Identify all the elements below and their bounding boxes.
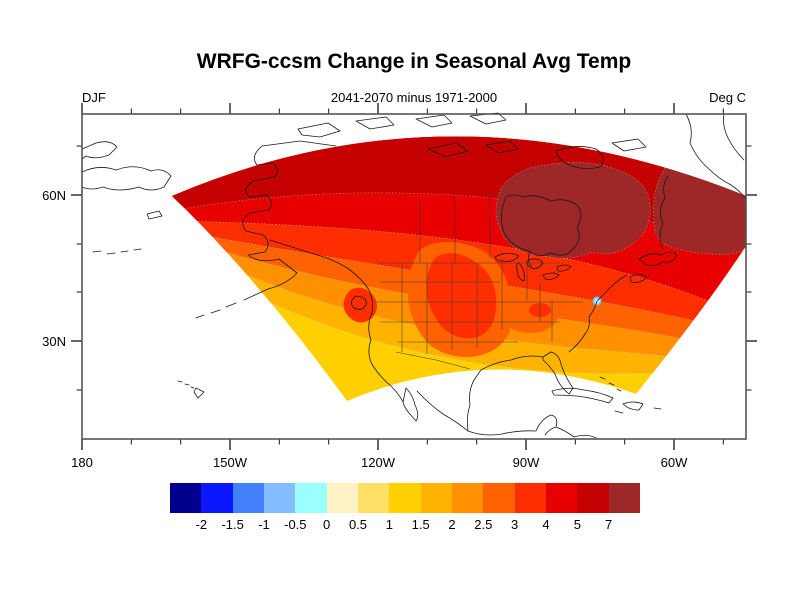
colorbar-cell — [263, 483, 296, 513]
colorbar-cell — [326, 483, 358, 513]
coast-great-lakes — [494, 252, 572, 282]
page-title: WRFG-ccsm Change in Seasonal Avg Temp — [196, 50, 632, 73]
coast-siberia — [81, 141, 172, 191]
coast-alaska — [242, 140, 337, 301]
colorbar-label: 0.5 — [348, 517, 368, 532]
colorbar-cell — [483, 483, 515, 513]
coast-east-us — [568, 274, 628, 353]
colorbar-label: 1.5 — [411, 517, 430, 532]
coast-hawaii — [177, 380, 205, 399]
x-tick-label: 150W — [213, 455, 247, 470]
subtitle-period: 2041-2070 minus 1971-2000 — [330, 90, 498, 105]
colorbar-label: 5 — [573, 517, 581, 532]
colorbar-cell — [451, 483, 484, 513]
x-tick-label: 90W — [512, 455, 540, 470]
colorbar-label: 7 — [605, 517, 613, 532]
colorbar-cell — [170, 483, 202, 513]
colorbar-labels: -2 -1.5 -1 -0.5 0 0.5 1 1.5 2 2.5 3 4 5 7 — [170, 517, 640, 533]
colorbar-cell — [514, 483, 546, 513]
coast-vancouver-island — [351, 295, 367, 310]
colorbar-label: 2.5 — [474, 517, 493, 532]
coast-aleutians — [92, 248, 237, 319]
colorbar-label: 1 — [385, 517, 393, 532]
colorbar-cell — [389, 483, 421, 513]
map-frame — [81, 113, 747, 440]
coast-maritimes-newfoundland — [629, 175, 678, 283]
colorbar — [170, 483, 640, 513]
coast-greenland — [685, 113, 747, 200]
coast-caribbean — [551, 376, 662, 414]
x-tick-label: 60W — [660, 455, 688, 470]
state-borders — [374, 192, 583, 370]
coast-florida — [542, 351, 574, 395]
colorbar-cell — [577, 483, 609, 513]
x-tick-label: 180 — [71, 455, 93, 470]
colorbar-label: 4 — [542, 517, 550, 532]
colorbar-cell — [232, 483, 264, 513]
units-label: Deg C — [709, 90, 746, 105]
colorbar-label: 2 — [448, 517, 456, 532]
axis-ticks — [71, 103, 757, 450]
colorbar-label: -2 — [195, 517, 208, 532]
coastlines — [81, 112, 747, 439]
y-tick-label: 30N — [42, 334, 66, 349]
colorbar-label: -1.5 — [221, 517, 244, 532]
colorbar-cell — [295, 483, 327, 513]
colorbar-label: 0 — [323, 517, 331, 532]
coast-arctic-islands — [297, 112, 647, 169]
province-borders — [419, 192, 491, 263]
coast-hudson-bay — [501, 194, 582, 268]
colorbar-cell — [545, 483, 578, 513]
coast-gulf-of-mexico — [466, 355, 544, 432]
colorbar-label: 3 — [511, 517, 519, 532]
patch-orred-rockies — [343, 287, 377, 323]
colorbar-cell — [420, 483, 452, 513]
season-label: DJF — [82, 90, 106, 105]
coast-west-us-baja-mexico — [368, 312, 469, 432]
colorbar-label: -0.5 — [284, 517, 307, 532]
colorbar-cell — [357, 483, 390, 513]
coast-central-america — [467, 414, 597, 439]
x-tick-label: 120W — [361, 455, 395, 470]
patch-dkorange-southeast — [502, 297, 558, 333]
colorbar-cell — [201, 483, 233, 513]
y-tick-label: 60N — [42, 188, 66, 203]
coast-alaska-south — [269, 239, 373, 314]
colorbar-label: -1 — [258, 517, 270, 532]
coast-st-lawrence-island — [146, 210, 163, 220]
patch-orred-texas — [426, 253, 497, 339]
blob-gt7-hudson — [495, 162, 651, 259]
colorbar-cell — [608, 483, 640, 513]
